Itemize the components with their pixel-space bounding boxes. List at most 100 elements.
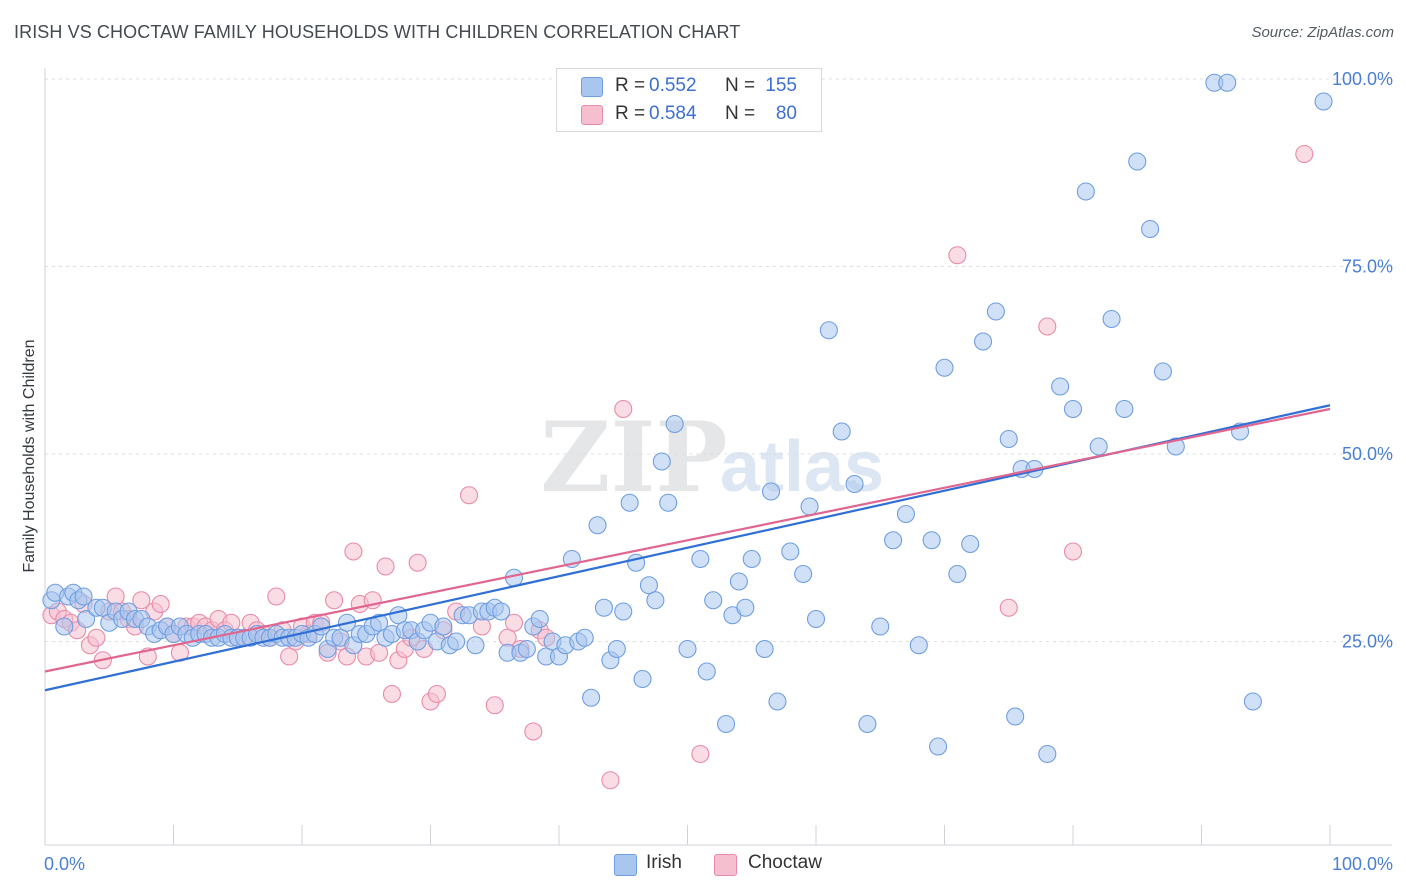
grid-lines xyxy=(45,78,1392,642)
irish-point-117 xyxy=(845,474,864,494)
choctaw-trend-line xyxy=(44,407,1331,673)
choctaw-point-65 xyxy=(485,696,504,715)
irish-point-110 xyxy=(768,692,787,711)
choctaw-point-57 xyxy=(408,553,427,572)
irish-point-87 xyxy=(594,598,614,617)
choctaw-point-60 xyxy=(427,684,446,704)
x-tick-label-0: 0.0% xyxy=(44,854,85,874)
x-tick-label-1: 100.0% xyxy=(1332,854,1393,874)
irish-point-131 xyxy=(1006,707,1025,726)
irish-point-93 xyxy=(633,669,652,689)
choctaw-point-78 xyxy=(1063,542,1083,561)
irish-point-128 xyxy=(973,332,993,351)
irish-point-109 xyxy=(761,482,781,501)
irish-point-122 xyxy=(909,636,928,655)
y-tick-label-0: 25.0% xyxy=(1342,632,1393,652)
irish-point-85 xyxy=(582,688,601,707)
r-label: R = xyxy=(615,103,646,124)
irish-point-134 xyxy=(1038,744,1057,764)
irish-point-64 xyxy=(447,632,466,651)
irish-point-108 xyxy=(755,639,774,659)
irish-point-136 xyxy=(1063,399,1083,419)
irish-point-141 xyxy=(1128,152,1147,171)
choctaw-swatch xyxy=(581,105,603,125)
irish-point-118 xyxy=(858,714,877,734)
choctaw-point-52 xyxy=(376,557,395,576)
choctaw-point-35 xyxy=(267,587,286,606)
irish-point-105 xyxy=(729,572,748,591)
irish-point-148 xyxy=(1243,692,1262,711)
irish-point-95 xyxy=(646,591,665,610)
choctaw-point-47 xyxy=(344,542,363,561)
irish-point-107 xyxy=(742,549,761,569)
n-value: 155 xyxy=(765,75,797,96)
choctaw-point-63 xyxy=(459,486,479,505)
irish-point-115 xyxy=(819,321,838,340)
irish-point-120 xyxy=(884,531,903,550)
choctaw-point-17 xyxy=(151,594,170,614)
watermark: ZIP atlas xyxy=(540,401,884,514)
y-tick-label-1: 50.0% xyxy=(1342,444,1393,464)
irish-point-106 xyxy=(736,598,755,617)
r-value: 0.552 xyxy=(649,75,697,96)
irish-point-119 xyxy=(871,617,890,636)
irish-points xyxy=(42,73,1333,764)
choctaw-point-72 xyxy=(601,771,620,790)
watermark-atlas: atlas xyxy=(720,427,884,507)
irish-point-143 xyxy=(1153,362,1172,381)
irish-point-98 xyxy=(665,414,684,434)
irish-legend-label: Irish xyxy=(646,852,682,873)
irish-point-99 xyxy=(678,639,697,659)
irish-point-121 xyxy=(896,504,916,524)
tick-labels: 25.0% 50.0% 75.0% 100.0% 0.0% 100.0% xyxy=(44,69,1393,874)
irish-point-114 xyxy=(806,609,826,629)
r-value: 0.584 xyxy=(649,103,697,124)
choctaw-point-14 xyxy=(132,591,151,610)
irish-point-111 xyxy=(781,542,800,561)
choctaw-point-69 xyxy=(524,722,543,741)
irish-swatch xyxy=(581,77,603,97)
irish-point-96 xyxy=(652,452,671,471)
n-label: N = xyxy=(725,75,756,96)
n-label: N = xyxy=(725,103,756,124)
trend-lines xyxy=(44,404,1331,692)
irish-point-102 xyxy=(704,591,723,610)
stats-legend: R = 0.552 N = 155 R = 0.584 N = 80 xyxy=(556,68,822,132)
irish-point-116 xyxy=(832,422,851,441)
choctaw-point-7 xyxy=(87,628,106,647)
irish-point-62 xyxy=(434,617,453,636)
irish-point-137 xyxy=(1076,182,1095,201)
choctaw-point-44 xyxy=(325,591,344,610)
irish-point-146 xyxy=(1218,73,1237,92)
choctaw-point-73 xyxy=(614,399,633,419)
irish-point-123 xyxy=(922,531,941,550)
irish-point-127 xyxy=(961,534,980,554)
irish-point-75 xyxy=(517,639,536,659)
irish-point-142 xyxy=(1141,219,1160,239)
irish-point-6 xyxy=(74,587,93,606)
irish-point-113 xyxy=(800,497,819,516)
choctaw-legend-swatch xyxy=(714,854,737,876)
irish-point-124 xyxy=(929,737,948,756)
chart-title: IRISH VS CHOCTAW FAMILY HOUSEHOLDS WITH … xyxy=(14,22,741,42)
choctaw-legend-label: Choctaw xyxy=(748,852,822,873)
n-value: 80 xyxy=(775,103,797,124)
irish-point-7 xyxy=(77,609,96,629)
choctaw-point-74 xyxy=(691,744,710,764)
irish-point-67 xyxy=(466,636,485,655)
irish-point-129 xyxy=(986,302,1005,321)
irish-point-91 xyxy=(620,493,639,512)
irish-point-126 xyxy=(948,564,967,584)
choctaw-point-79 xyxy=(1295,144,1314,164)
choctaw-point-53 xyxy=(382,684,402,704)
irish-point-55 xyxy=(389,606,408,625)
irish-point-135 xyxy=(1051,377,1070,396)
r-label: R = xyxy=(615,75,646,96)
irish-point-90 xyxy=(614,602,633,621)
choctaw-point-76 xyxy=(999,598,1018,617)
irish-point-138 xyxy=(1089,437,1108,456)
irish-point-86 xyxy=(588,516,607,535)
irish-point-77 xyxy=(530,609,549,629)
choctaw-point-77 xyxy=(1038,317,1057,336)
